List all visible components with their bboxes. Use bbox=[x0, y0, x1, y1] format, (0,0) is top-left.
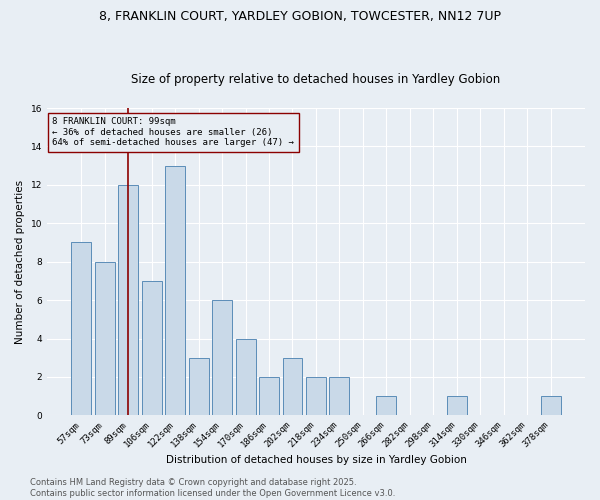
Text: Contains HM Land Registry data © Crown copyright and database right 2025.
Contai: Contains HM Land Registry data © Crown c… bbox=[30, 478, 395, 498]
Bar bbox=[95, 262, 115, 416]
Bar bbox=[236, 338, 256, 415]
Text: 8 FRANKLIN COURT: 99sqm
← 36% of detached houses are smaller (26)
64% of semi-de: 8 FRANKLIN COURT: 99sqm ← 36% of detache… bbox=[52, 117, 294, 147]
Bar bbox=[447, 396, 467, 415]
Bar bbox=[259, 377, 279, 416]
Bar bbox=[71, 242, 91, 416]
Text: 8, FRANKLIN COURT, YARDLEY GOBION, TOWCESTER, NN12 7UP: 8, FRANKLIN COURT, YARDLEY GOBION, TOWCE… bbox=[99, 10, 501, 23]
Bar bbox=[212, 300, 232, 416]
Bar bbox=[376, 396, 397, 415]
X-axis label: Distribution of detached houses by size in Yardley Gobion: Distribution of detached houses by size … bbox=[166, 455, 466, 465]
Bar bbox=[118, 185, 138, 416]
Bar bbox=[142, 281, 162, 415]
Bar bbox=[165, 166, 185, 416]
Y-axis label: Number of detached properties: Number of detached properties bbox=[15, 180, 25, 344]
Bar bbox=[329, 377, 349, 416]
Title: Size of property relative to detached houses in Yardley Gobion: Size of property relative to detached ho… bbox=[131, 73, 500, 86]
Bar bbox=[283, 358, 302, 416]
Bar bbox=[541, 396, 560, 415]
Bar bbox=[188, 358, 209, 416]
Bar bbox=[306, 377, 326, 416]
